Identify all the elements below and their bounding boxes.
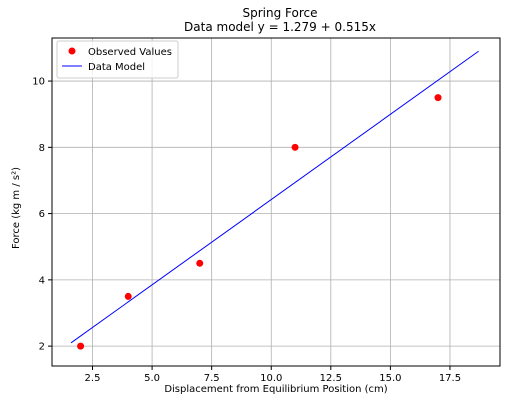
- observed-point: [434, 94, 442, 102]
- x-tick-label: 12.5: [320, 373, 342, 384]
- legend-label-observed: Observed Values: [88, 47, 172, 58]
- observed-point: [77, 342, 85, 350]
- chart-subtitle: Data model y = 1.279 + 0.515x: [184, 20, 376, 34]
- x-tick-label: 5.0: [144, 373, 160, 384]
- y-tick-label: 8: [39, 143, 45, 154]
- observed-point: [124, 292, 132, 300]
- chart-title: Spring Force: [242, 6, 317, 20]
- legend-marker-observed: [68, 47, 76, 55]
- observed-point: [196, 259, 204, 267]
- grid-lines: [52, 38, 500, 366]
- legend-label-model: Data Model: [88, 62, 145, 73]
- x-tick-label: 7.5: [204, 373, 220, 384]
- x-axis-label: Displacement from Equilibrium Position (…: [164, 384, 387, 395]
- legend: Observed Values Data Model: [56, 40, 179, 79]
- y-tick-label: 4: [39, 275, 45, 286]
- legend-box: [56, 40, 179, 79]
- y-tick-label: 2: [39, 342, 45, 353]
- y-tick-label: 10: [32, 77, 45, 88]
- x-tick-label: 17.5: [439, 373, 461, 384]
- observed-point: [291, 143, 299, 151]
- series-layer: [70, 50, 479, 350]
- data-model-line: [70, 50, 479, 344]
- x-tick-label: 15.0: [379, 373, 401, 384]
- x-tick-label: 2.5: [85, 373, 101, 384]
- y-tick-label: 6: [39, 209, 45, 220]
- x-tick-label: 10.0: [260, 373, 282, 384]
- ticks: 2.5 5.0 7.5 10.0 12.5 15.0 17.5 2 4 6 8 10: [32, 77, 461, 384]
- y-axis-label: Force (kg m / s²): [11, 167, 22, 249]
- plot-frame: [51, 37, 501, 367]
